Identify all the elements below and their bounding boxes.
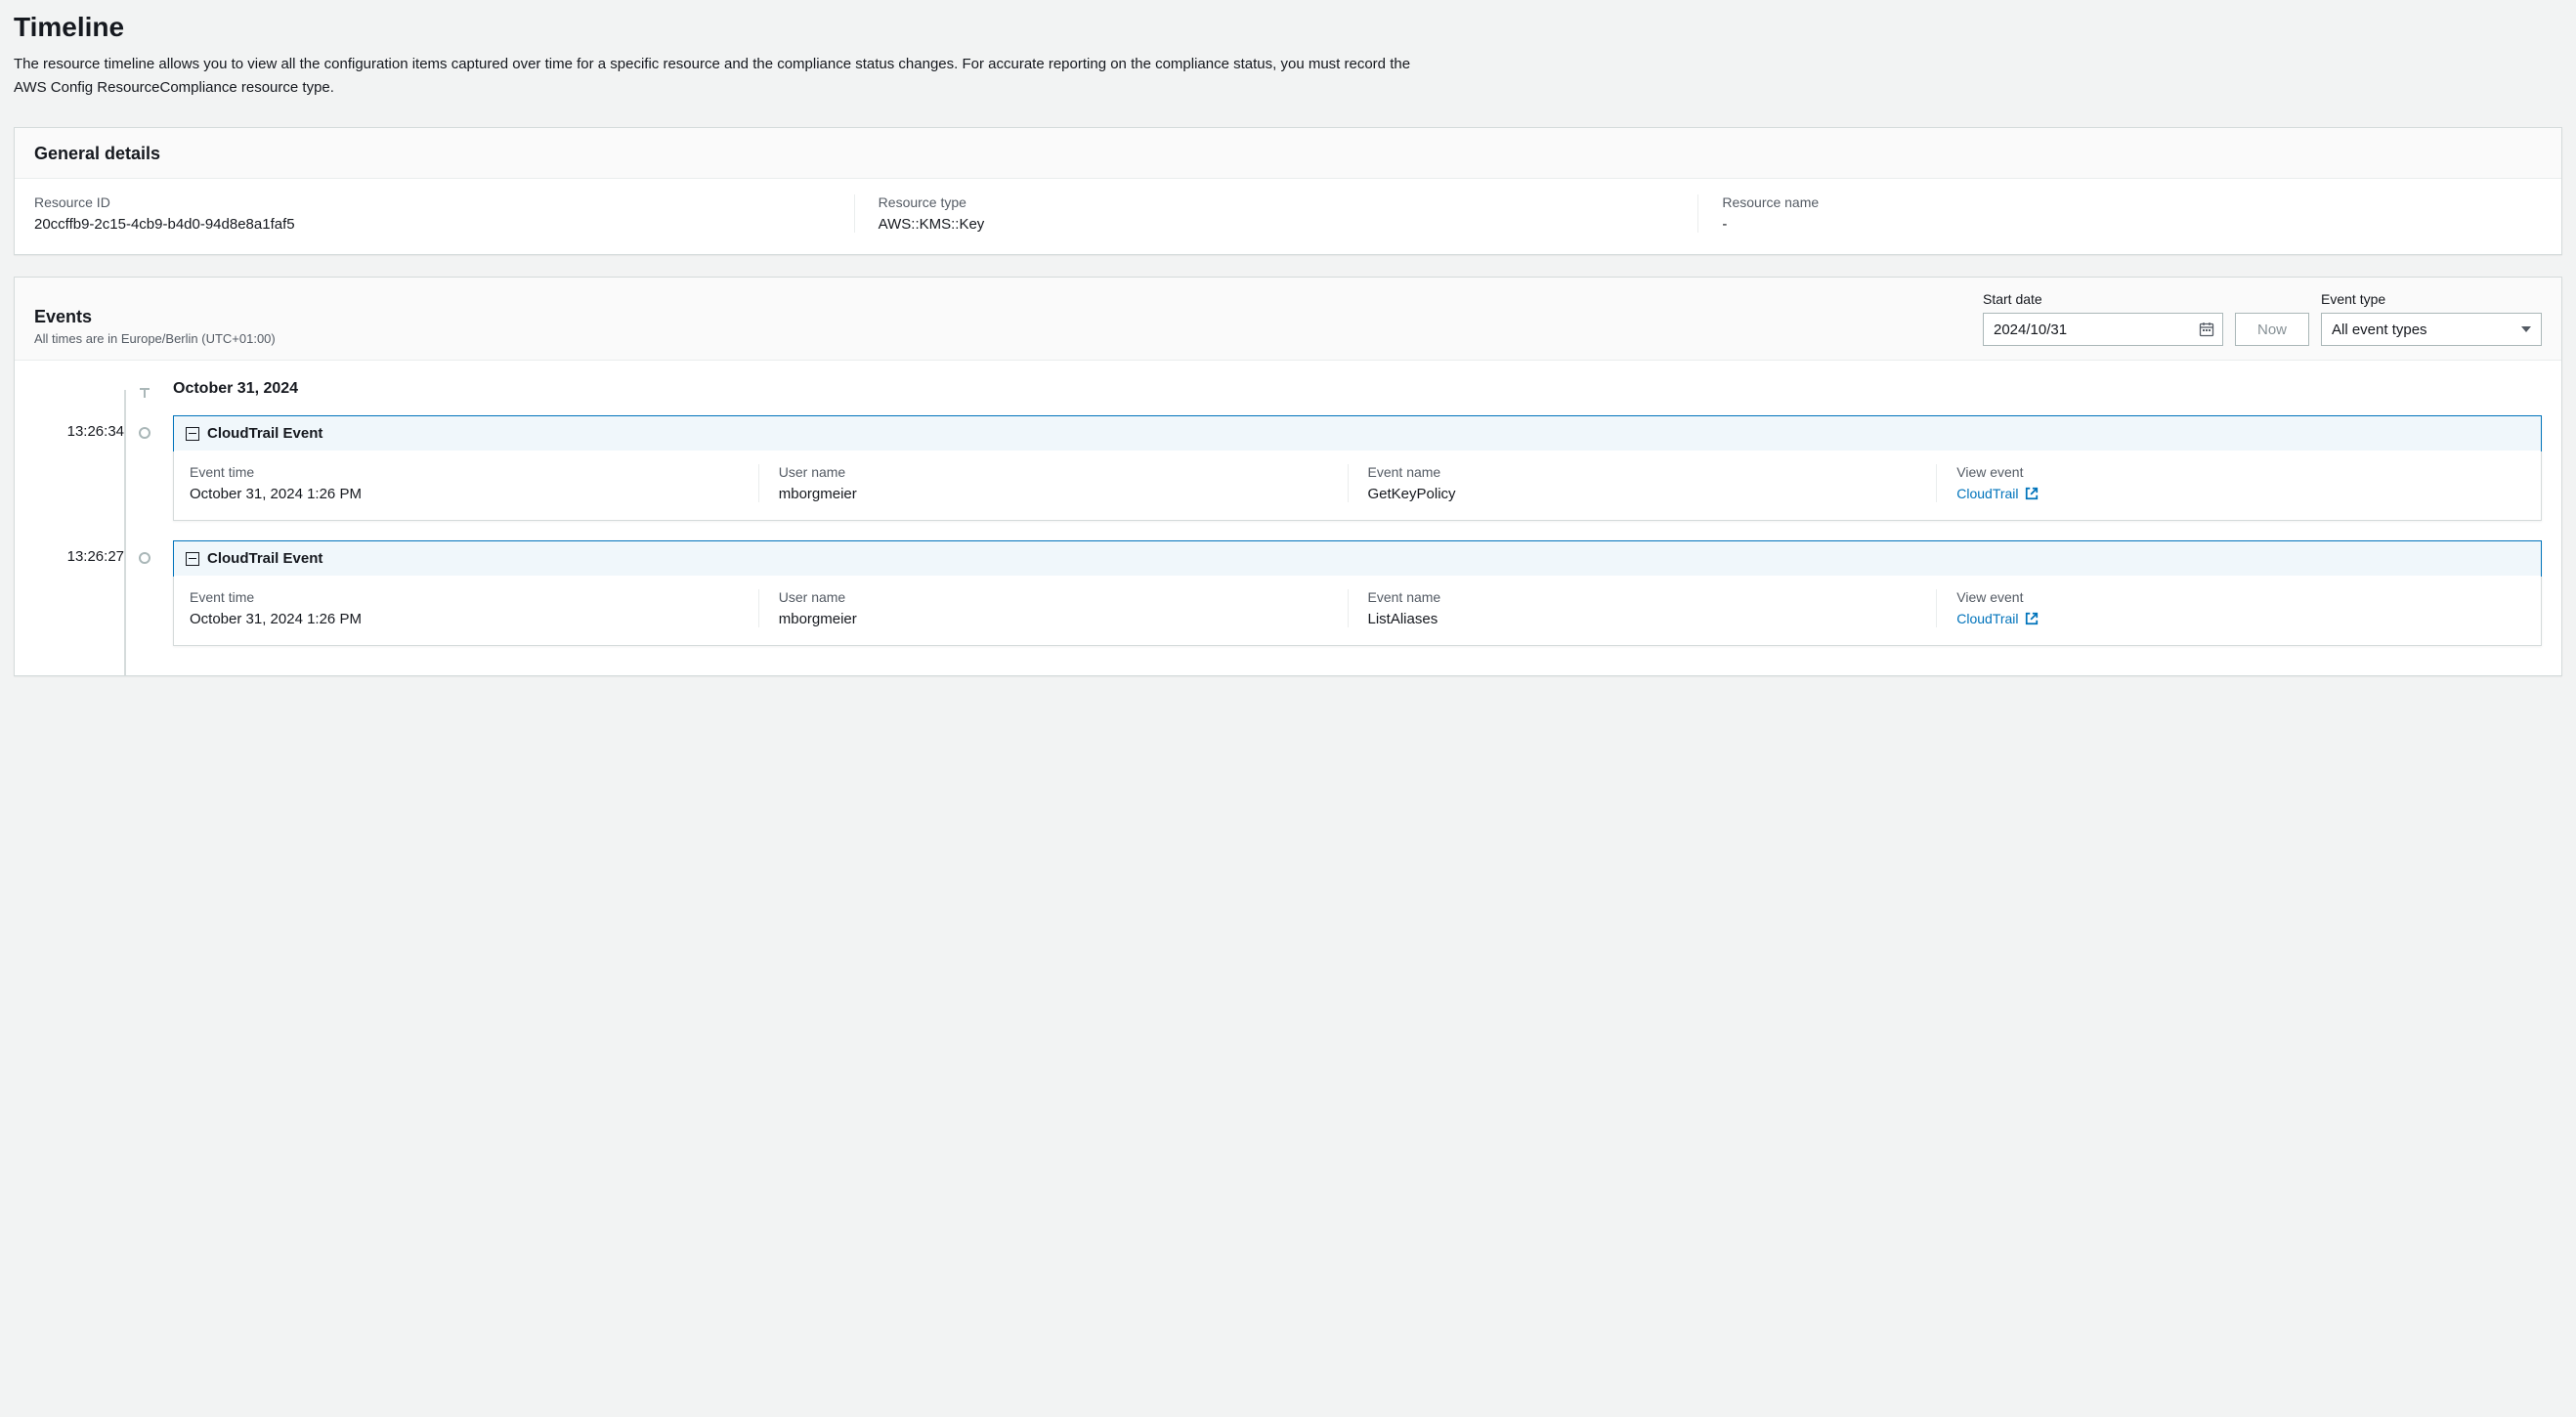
chevron-down-icon <box>2521 326 2531 332</box>
event-card-header[interactable]: CloudTrail Event <box>173 540 2542 577</box>
timeline-date-label: October 31, 2024 <box>173 380 298 398</box>
resource-id-value: 20ccffb9-2c15-4cb9-b4d0-94d8e8a1faf5 <box>34 216 835 233</box>
event-card-title: CloudTrail Event <box>207 425 322 442</box>
view-event-link-text: CloudTrail <box>1956 486 2018 501</box>
resource-name-label: Resource name <box>1722 194 2522 210</box>
resource-id-col: Resource ID 20ccffb9-2c15-4cb9-b4d0-94d8… <box>34 194 854 233</box>
event-name-label: Event name <box>1368 464 1917 480</box>
view-event-link[interactable]: CloudTrail <box>1956 486 2038 501</box>
event-row: 13:26:34 CloudTrail Event Event time Oct… <box>34 415 2542 521</box>
timeline-dot-icon <box>139 552 150 564</box>
resource-name-col: Resource name - <box>1697 194 2542 233</box>
event-time-value: October 31, 2024 1:26 PM <box>190 486 739 502</box>
general-details-heading: General details <box>34 144 2542 164</box>
timeline-body: October 31, 2024 13:26:34 CloudTrail Eve… <box>15 361 2561 675</box>
events-controls: Start date Now <box>1983 291 2542 346</box>
general-details-grid: Resource ID 20ccffb9-2c15-4cb9-b4d0-94d8… <box>15 179 2561 254</box>
event-type-label: Event type <box>2321 291 2542 307</box>
view-event-link-text: CloudTrail <box>1956 611 2018 626</box>
event-row: 13:26:27 CloudTrail Event Event time Oct… <box>34 540 2542 646</box>
event-name-value: ListAliases <box>1368 611 1917 627</box>
now-button-group: Now <box>2235 291 2309 346</box>
now-button[interactable]: Now <box>2235 313 2309 346</box>
view-event-label: View event <box>1956 464 2506 480</box>
timeline-dot-icon <box>139 427 150 439</box>
general-details-header: General details <box>15 128 2561 179</box>
collapse-icon[interactable] <box>186 427 199 441</box>
page-title: Timeline <box>14 12 2562 43</box>
resource-id-label: Resource ID <box>34 194 835 210</box>
user-name-label: User name <box>779 464 1328 480</box>
external-link-icon <box>2025 487 2039 500</box>
events-header: Events All times are in Europe/Berlin (U… <box>15 278 2561 361</box>
events-heading: Events <box>34 307 276 327</box>
start-date-label: Start date <box>1983 291 2223 307</box>
event-time-label: Event time <box>190 589 739 605</box>
view-event-label: View event <box>1956 589 2506 605</box>
start-date-input[interactable] <box>1994 322 2199 338</box>
event-name-label: Event name <box>1368 589 1917 605</box>
event-type-group: Event type All event types <box>2321 291 2542 346</box>
page-description: The resource timeline allows you to view… <box>14 53 1411 100</box>
event-time-marker: 13:26:34 <box>34 415 132 440</box>
resource-name-value: - <box>1722 216 2522 233</box>
start-date-input-wrap[interactable] <box>1983 313 2223 346</box>
start-date-group: Start date <box>1983 291 2223 346</box>
events-subtitle: All times are in Europe/Berlin (UTC+01:0… <box>34 331 276 346</box>
event-type-select[interactable]: All event types <box>2321 313 2542 346</box>
resource-type-value: AWS::KMS::Key <box>879 216 1679 233</box>
collapse-icon[interactable] <box>186 552 199 566</box>
resource-type-col: Resource type AWS::KMS::Key <box>854 194 1698 233</box>
user-name-value: mborgmeier <box>779 486 1328 502</box>
external-link-icon <box>2025 612 2039 625</box>
resource-type-label: Resource type <box>879 194 1679 210</box>
event-card: CloudTrail Event Event time October 31, … <box>173 540 2542 646</box>
user-name-value: mborgmeier <box>779 611 1328 627</box>
now-spacer <box>2235 291 2309 307</box>
events-panel: Events All times are in Europe/Berlin (U… <box>14 277 2562 676</box>
view-event-link[interactable]: CloudTrail <box>1956 611 2038 626</box>
event-card-header[interactable]: CloudTrail Event <box>173 415 2542 451</box>
event-card-details: Event time October 31, 2024 1:26 PM User… <box>174 451 2541 520</box>
general-details-panel: General details Resource ID 20ccffb9-2c1… <box>14 127 2562 255</box>
event-type-selected: All event types <box>2332 322 2521 338</box>
event-time-label: Event time <box>190 464 739 480</box>
timeline-top-tick <box>140 388 150 390</box>
calendar-icon <box>2199 322 2214 337</box>
timeline-date-row: October 31, 2024 <box>34 380 2542 398</box>
event-card: CloudTrail Event Event time October 31, … <box>173 415 2542 521</box>
user-name-label: User name <box>779 589 1328 605</box>
event-name-value: GetKeyPolicy <box>1368 486 1917 502</box>
event-card-details: Event time October 31, 2024 1:26 PM User… <box>174 576 2541 645</box>
event-time-marker: 13:26:27 <box>34 540 132 565</box>
event-time-value: October 31, 2024 1:26 PM <box>190 611 739 627</box>
event-card-title: CloudTrail Event <box>207 550 322 567</box>
